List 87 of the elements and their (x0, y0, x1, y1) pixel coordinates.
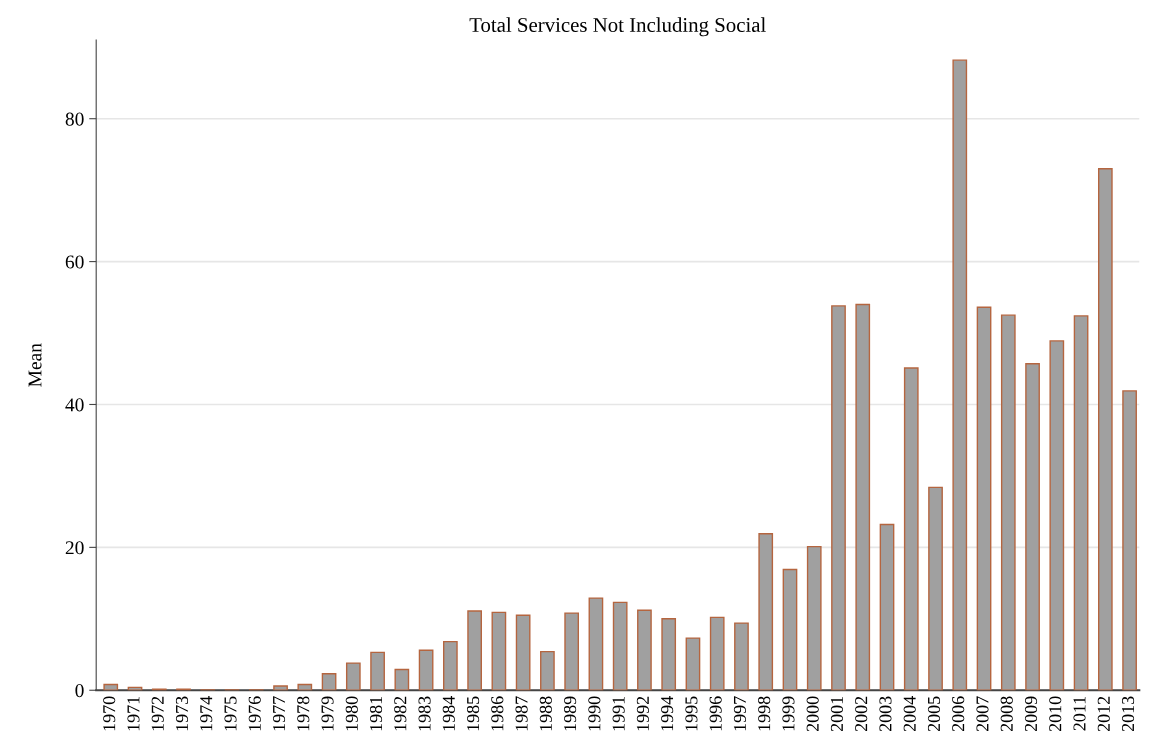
bar (709, 616, 725, 691)
x-tick-label: 1994 (661, 696, 674, 731)
x-tick-label: 1976 (248, 696, 261, 731)
x-tick-label: 1988 (539, 696, 552, 731)
x-tick-label: 2009 (1024, 696, 1038, 732)
x-tick-label: 1998 (758, 696, 771, 731)
x-tick-label: 2002 (855, 696, 868, 732)
bar (879, 523, 895, 691)
bar (1025, 363, 1040, 691)
bar (782, 568, 798, 691)
x-tick-label: 1991 (612, 696, 625, 731)
x-tick-label: 2004 (903, 696, 916, 732)
bar (442, 640, 458, 691)
x-tick-label: 1986 (491, 696, 504, 731)
x-tick-label: 1997 (733, 696, 746, 731)
y-tick-label: 40 (65, 398, 84, 412)
bar (418, 649, 434, 691)
x-tick-label: 1996 (709, 696, 722, 731)
bar (661, 618, 677, 691)
x-tick-label: 1981 (369, 696, 383, 731)
bar (467, 610, 482, 691)
x-tick-label: 2000 (806, 696, 819, 732)
bar (612, 601, 628, 691)
x-tick-label: 2013 (1121, 696, 1135, 732)
bar (806, 545, 822, 691)
bar (1049, 340, 1065, 691)
x-tick-label: 1992 (636, 696, 649, 731)
y-tick-label: 60 (65, 255, 84, 269)
y-axis-title: Mean (28, 343, 42, 387)
x-tick-label: 1971 (127, 696, 140, 731)
x-tick-label: 1972 (151, 696, 164, 731)
x-tick-label: 2006 (952, 696, 965, 732)
bar (588, 597, 604, 691)
bar (370, 651, 385, 691)
x-tick-label: 1995 (685, 696, 698, 731)
x-tick-label: 2012 (1097, 696, 1110, 732)
y-tick-label: 0 (75, 684, 84, 698)
x-tick-label: 1990 (588, 696, 601, 731)
x-tick-label: 1985 (466, 696, 480, 731)
y-tick-label: 80 (65, 112, 84, 126)
x-tick-label: 1999 (782, 696, 795, 731)
x-tick-label: 2001 (830, 696, 844, 732)
x-tick-label: 1979 (321, 696, 334, 731)
bar (1122, 390, 1137, 691)
bar (515, 614, 531, 691)
bar (685, 637, 701, 691)
bar (855, 303, 871, 691)
x-tick-label: 1983 (418, 696, 431, 731)
x-tick-label: 2007 (976, 696, 989, 732)
bar (976, 306, 992, 691)
x-tick-label: 1975 (224, 696, 237, 731)
x-tick-label: 1989 (563, 696, 577, 731)
x-tick-label: 1977 (272, 696, 286, 731)
x-tick-label: 2010 (1049, 696, 1062, 732)
x-tick-label: 1987 (515, 696, 528, 731)
x-tick-label: 1973 (175, 696, 189, 731)
x-tick-label: 1974 (200, 696, 213, 731)
bar (564, 612, 580, 691)
x-tick-label: 1980 (345, 696, 358, 731)
bar (540, 650, 555, 691)
chart-title: Total Services Not Including Social (469, 17, 766, 37)
bar (903, 367, 919, 691)
bar (394, 668, 410, 691)
bar (1000, 314, 1016, 691)
bar (297, 683, 313, 691)
x-tick-label: 2008 (1000, 696, 1013, 732)
bar (928, 486, 943, 691)
x-tick-label: 2005 (927, 696, 941, 732)
bar (952, 59, 968, 691)
bar (637, 609, 652, 691)
bar (1097, 168, 1113, 691)
bar (103, 683, 119, 691)
x-tick-label: 1982 (394, 696, 407, 731)
bar (273, 685, 288, 691)
bar (491, 611, 507, 691)
bar (1073, 315, 1089, 691)
bar (831, 305, 846, 691)
y-tick-label: 20 (65, 541, 84, 555)
x-tick-label: 1978 (297, 696, 310, 731)
bar (345, 662, 361, 691)
x-tick-label: 2011 (1073, 696, 1086, 731)
bar (758, 533, 774, 691)
x-tick-label: 1970 (103, 696, 116, 731)
bar (734, 622, 749, 691)
bar (321, 673, 337, 691)
x-tick-label: 1984 (442, 696, 455, 731)
x-tick-label: 2003 (879, 696, 892, 732)
